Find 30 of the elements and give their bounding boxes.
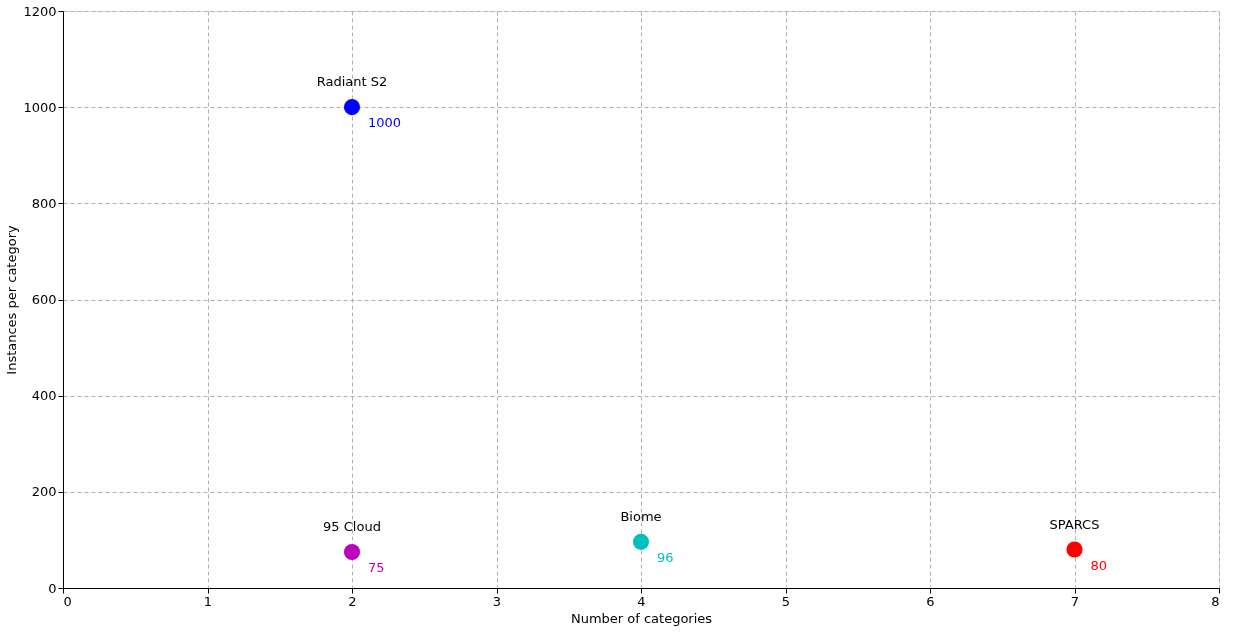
data-label: 75 bbox=[368, 559, 385, 575]
data-label: 80 bbox=[1090, 557, 1108, 573]
x-tick-label: 8 bbox=[1211, 593, 1220, 609]
x-tick-label: 6 bbox=[926, 593, 935, 609]
x-tick-label: 5 bbox=[781, 593, 791, 609]
x-tick-label: 2 bbox=[348, 593, 357, 609]
series-label: Biome bbox=[620, 508, 662, 524]
y-tick-label: 400 bbox=[31, 388, 57, 404]
point bbox=[632, 533, 650, 550]
x-tick-label: 3 bbox=[492, 593, 502, 609]
x-tick-label: 1 bbox=[203, 593, 213, 609]
y-tick-label: 600 bbox=[31, 292, 57, 307]
point bbox=[1066, 541, 1083, 558]
x-tick-label: 0 bbox=[63, 593, 72, 609]
series-label: 95 Cloud bbox=[323, 518, 381, 534]
point bbox=[343, 543, 361, 560]
y-tick-label: 200 bbox=[31, 484, 57, 500]
y-axis-title: Instances per category bbox=[4, 225, 20, 375]
series-label: Radiant S2 bbox=[316, 74, 388, 90]
x-tick-label: 4 bbox=[637, 593, 646, 609]
series-label: SPARCS bbox=[1049, 516, 1100, 532]
y-tick-label: 1200 bbox=[23, 3, 57, 19]
y-tick-label: 1000 bbox=[23, 99, 57, 115]
y-tick-label: 800 bbox=[31, 195, 57, 211]
point bbox=[343, 99, 361, 116]
data-label: 1000 bbox=[368, 115, 402, 131]
data-label: 96 bbox=[657, 549, 674, 565]
y-tick-label: 0 bbox=[48, 580, 57, 596]
x-tick-label: 7 bbox=[1070, 593, 1080, 609]
x-axis-title: Number of categories bbox=[570, 610, 713, 626]
